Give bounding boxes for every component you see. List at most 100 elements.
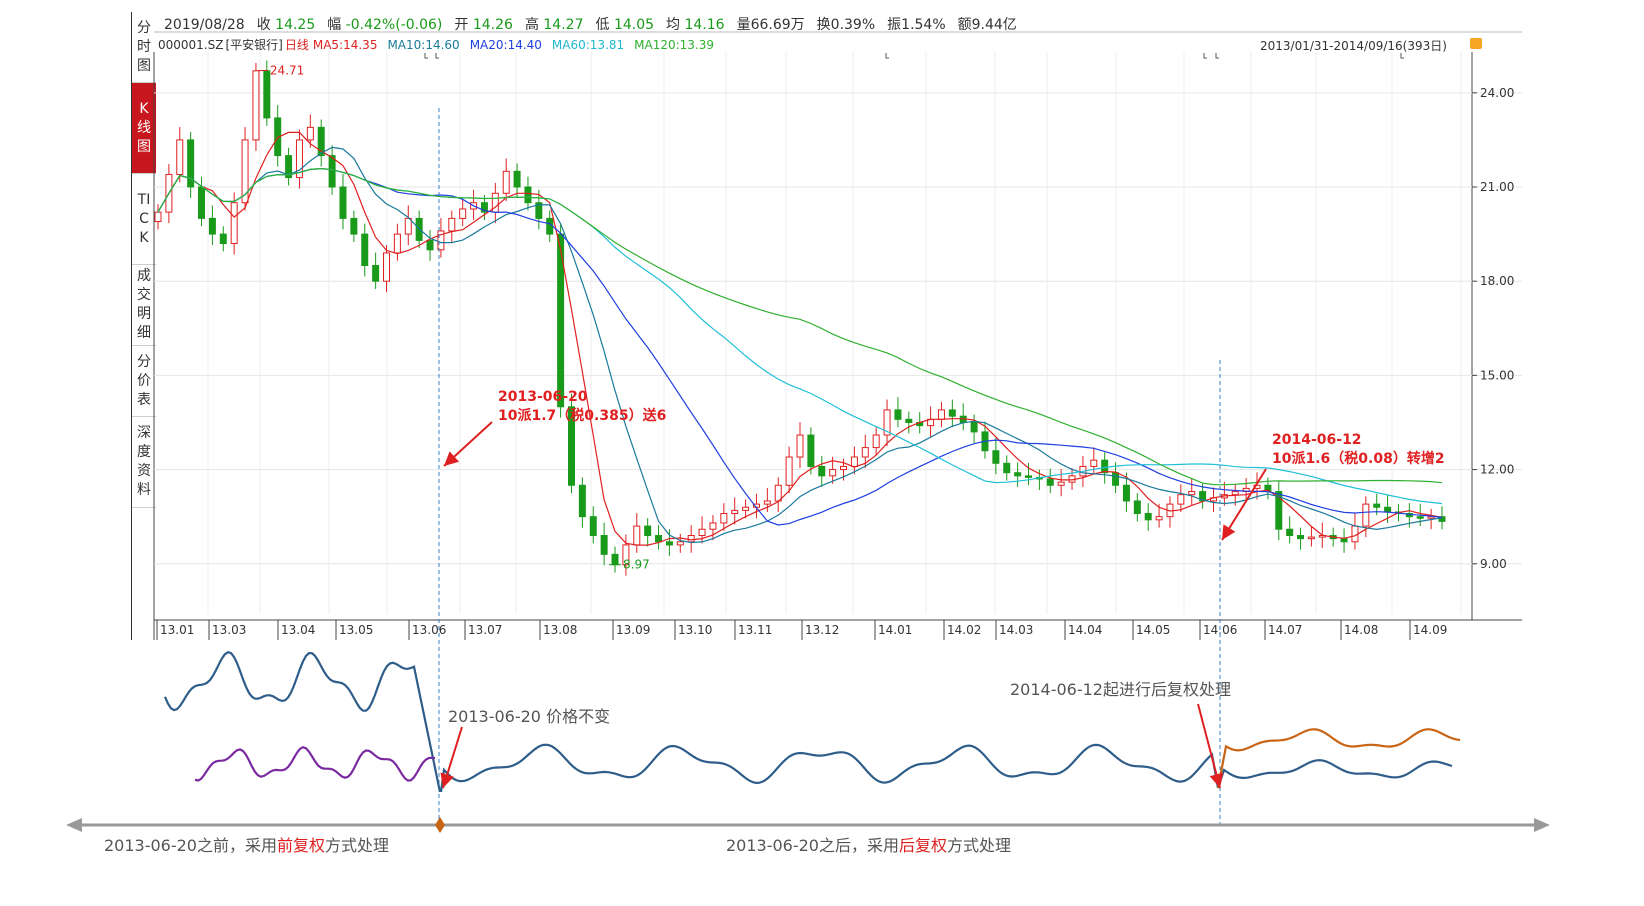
open-value: 14.26: [472, 17, 513, 33]
candle-body: [176, 139, 184, 175]
quote-amount: 额9.44亿: [957, 17, 1017, 33]
ma5-line: [157, 131, 1443, 546]
candle-body: [1003, 462, 1011, 474]
exright-marker: [885, 53, 889, 59]
candle-body: [709, 522, 717, 530]
candle-body: [1177, 494, 1185, 505]
candle-body: [1275, 491, 1283, 530]
tab-5[interactable]: 分价表: [132, 346, 156, 417]
sketch-arrow-1-head: [440, 772, 454, 788]
sketch-label-price-unchanged: 2013-06-20 价格不变: [448, 707, 610, 726]
quote-open: 开 14.26: [454, 17, 513, 33]
timeline-after-label: 2013-06-20之后，采用后复权方式处理: [726, 836, 1011, 855]
date-range-selector[interactable]: 2013/01/31-2014/09/16(393日): [1260, 39, 1447, 53]
candle-body: [1438, 516, 1446, 522]
candle-body: [187, 139, 195, 188]
candle-body: [230, 202, 238, 245]
candle-body: [328, 155, 336, 188]
price-tick-label: 24.00: [1480, 86, 1514, 100]
candle-body: [948, 409, 956, 417]
candle-body: [208, 217, 216, 235]
candle-body: [306, 126, 314, 141]
time-tick-label: 13.10: [678, 623, 712, 637]
candle-body: [491, 192, 499, 213]
time-tick-label: 13.03: [212, 623, 246, 637]
quote-date: 2019/08/28: [164, 17, 245, 33]
stock-name: [平安银行]: [225, 38, 283, 52]
sketch-after-line-2: [1216, 759, 1453, 789]
quote-amplitude: 振1.54%: [887, 17, 946, 33]
candle-body: [372, 264, 380, 282]
candle-body: [567, 406, 575, 486]
candle-body: [611, 553, 619, 566]
tab-1[interactable]: 分时图: [132, 12, 156, 83]
candle-body: [1133, 500, 1141, 515]
close-value: 14.25: [275, 17, 316, 33]
candle-body: [513, 170, 521, 188]
candle-body: [535, 202, 543, 219]
tab-3[interactable]: TICK: [132, 174, 156, 265]
tab-4[interactable]: 成交明细: [132, 265, 156, 346]
time-tick-label: 13.09: [616, 623, 650, 637]
ma5-legend: MA5:14.35: [312, 38, 378, 52]
candle-body: [1340, 538, 1348, 543]
chart-left-border: [131, 12, 132, 640]
timeline-after-label-prefix: 2013-06-20之后，采用: [726, 836, 899, 855]
quote-avg: 均 14.16: [666, 17, 725, 33]
candle-body: [1090, 459, 1098, 467]
view-tab-bar: 分时图 K线图 TICK 成交明细 分价表 深度资料: [132, 12, 156, 640]
candle-body: [1144, 513, 1152, 521]
ma120-legend: MA120:13.39: [634, 38, 715, 52]
ma-legend-bar: 000001.SZ [平安银行] 日线 MA5:14.35 MA10:14.60 MA20…: [158, 36, 724, 53]
candle-body: [731, 509, 739, 515]
ma10-line: [157, 146, 1443, 544]
candle-body: [720, 513, 728, 524]
quote-low: 低 14.05: [595, 17, 654, 33]
candle-body: [861, 447, 869, 458]
candle-body: [1362, 503, 1370, 527]
lock-icon[interactable]: [1470, 38, 1482, 49]
candle-body: [404, 217, 412, 235]
candle-body: [1025, 475, 1033, 478]
time-tick-label: 14.03: [999, 623, 1033, 637]
candle-body: [1231, 491, 1239, 496]
candle-body: [785, 456, 793, 486]
candle-body: [502, 170, 510, 194]
quote-high: 高 14.27: [525, 17, 584, 33]
time-tick-label: 14.02: [947, 623, 981, 637]
time-tick-label: 14.01: [878, 623, 912, 637]
candle-body: [633, 525, 641, 546]
stock-code: 000001.SZ: [158, 38, 224, 52]
time-tick-label: 13.08: [543, 623, 577, 637]
tab-6[interactable]: 深度资料: [132, 417, 156, 508]
sketch-forward-adjusted-line: [194, 745, 436, 782]
exright-marker: [1203, 53, 1207, 59]
sketch-backward-adjusted-line: [1216, 728, 1461, 789]
candle-body: [1122, 484, 1130, 502]
quote-change: 幅 -0.42%(-0.06): [327, 17, 442, 33]
timeline-after-label-suffix: 方式处理: [947, 836, 1011, 855]
low-label: 低: [595, 17, 610, 33]
annotation-2-text: 10派1.6（税0.08）转增2: [1272, 450, 1445, 467]
exright-marker: [424, 53, 428, 59]
candle-body: [818, 465, 826, 477]
period-label[interactable]: 日线: [284, 38, 309, 52]
time-tick-label: 13.05: [339, 623, 373, 637]
time-tick-label: 13.12: [805, 623, 839, 637]
sketch-before-line: [163, 651, 442, 793]
candle-body: [350, 217, 358, 235]
candle-body: [992, 450, 1000, 464]
candle-body: [1046, 478, 1054, 486]
timeline-before-label-highlight: 前复权: [277, 836, 325, 855]
sketch-arrow-2-shaft: [1197, 703, 1221, 789]
candle-body: [1297, 535, 1305, 540]
tab-label: 分时图: [137, 19, 151, 74]
open-label: 开: [454, 17, 469, 33]
candle-body: [1307, 536, 1315, 540]
candle-body: [241, 139, 249, 204]
timeline-after-label-highlight: 后复权: [899, 836, 947, 855]
price-tick-label: 21.00: [1480, 180, 1514, 194]
candle-body: [850, 456, 858, 467]
tab-2[interactable]: K线图: [132, 83, 156, 174]
